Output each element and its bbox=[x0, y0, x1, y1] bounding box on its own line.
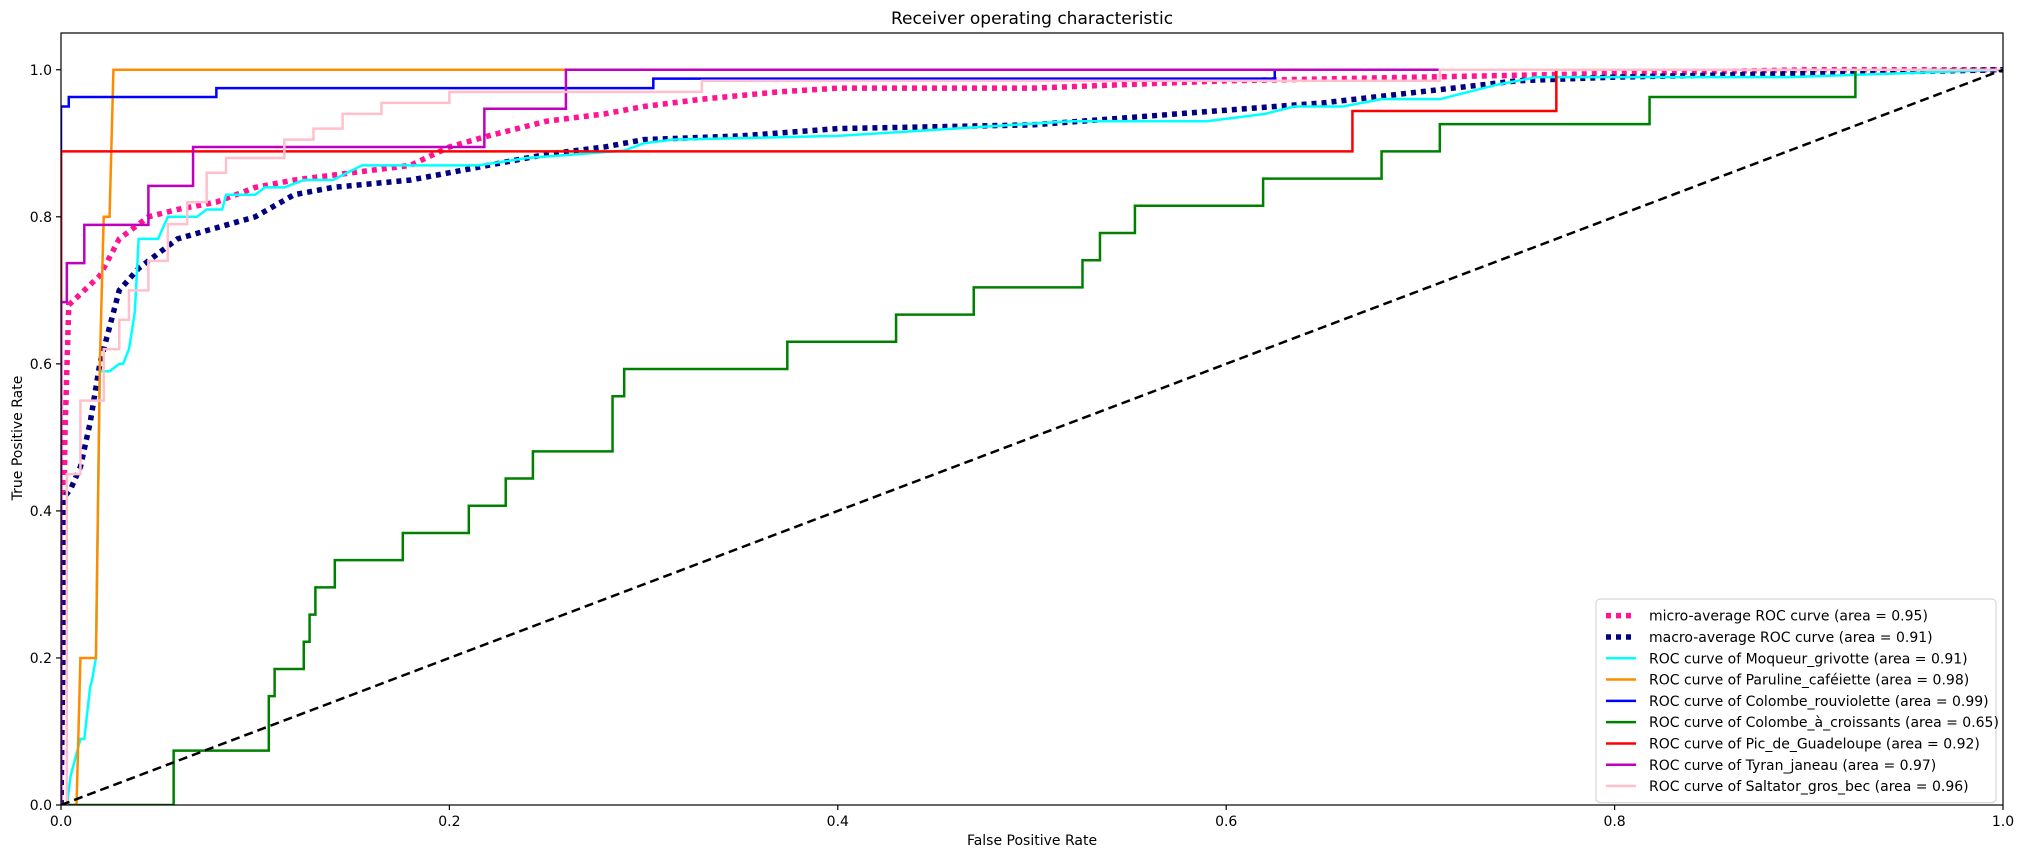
x-tick-label: 1.0 bbox=[1992, 814, 2014, 830]
axes: 0.0 0.2 0.4 0.6 0.8 1.0 0.0 0.2 0.4 0.6 0.8 1.0 bbox=[30, 32, 2014, 830]
chance-diagonal-line bbox=[61, 68, 2003, 805]
x-tick-label: 0.0 bbox=[50, 814, 72, 830]
x-tick-label: 0.8 bbox=[1603, 814, 1625, 830]
series-line-7 bbox=[61, 68, 2003, 805]
y-tick-label: 0.4 bbox=[30, 504, 52, 520]
legend-label: ROC curve of Colombe_à_croissants (area … bbox=[1649, 715, 1999, 731]
x-axis-label: False Positive Rate bbox=[967, 833, 1097, 849]
legend: micro-average ROC curve (area = 0.95) mac… bbox=[1595, 598, 1999, 804]
y-tick-label: 0.0 bbox=[30, 798, 52, 814]
legend-label: ROC curve of Pic_de_Guadeloupe (area = 0… bbox=[1649, 736, 1980, 752]
legend-label: ROC curve of Tyran_janeau (area = 0.97) bbox=[1649, 758, 1936, 774]
legend-box bbox=[1595, 598, 1997, 804]
y-axis-label: True Positive Rate bbox=[10, 376, 26, 502]
series-line-4 bbox=[61, 68, 2003, 805]
series-line-3 bbox=[61, 68, 2003, 805]
y-tick-label: 0.8 bbox=[30, 210, 52, 226]
x-tick-label: 0.6 bbox=[1215, 814, 1237, 830]
series-line-8 bbox=[61, 68, 2003, 805]
y-tick-label: 0.6 bbox=[30, 357, 52, 373]
y-tick-label: 1.0 bbox=[30, 63, 52, 79]
legend-label: macro-average ROC curve (area = 0.91) bbox=[1649, 630, 1933, 646]
x-tick-label: 0.2 bbox=[438, 814, 460, 830]
y-tick-label: 0.2 bbox=[30, 651, 52, 667]
series-line-0 bbox=[61, 67, 2003, 805]
chart-title: Receiver operating characteristic bbox=[891, 9, 1173, 29]
x-tick-label: 0.4 bbox=[827, 814, 849, 830]
series-line-1 bbox=[61, 67, 2003, 805]
legend-label: micro-average ROC curve (area = 0.95) bbox=[1649, 609, 1928, 625]
series-line-5 bbox=[61, 68, 2003, 805]
legend-label: ROC curve of Moqueur_grivotte (area = 0.… bbox=[1649, 651, 1968, 667]
plot-frame bbox=[60, 32, 2004, 806]
plot-lines bbox=[61, 67, 2003, 805]
legend-label: ROC curve of Paruline_caféiette (area = … bbox=[1649, 673, 1969, 689]
legend-label: ROC curve of Colombe_rouviolette (area =… bbox=[1649, 694, 1989, 710]
legend-label: ROC curve of Saltator_gros_bec (area = 0… bbox=[1649, 779, 1969, 795]
